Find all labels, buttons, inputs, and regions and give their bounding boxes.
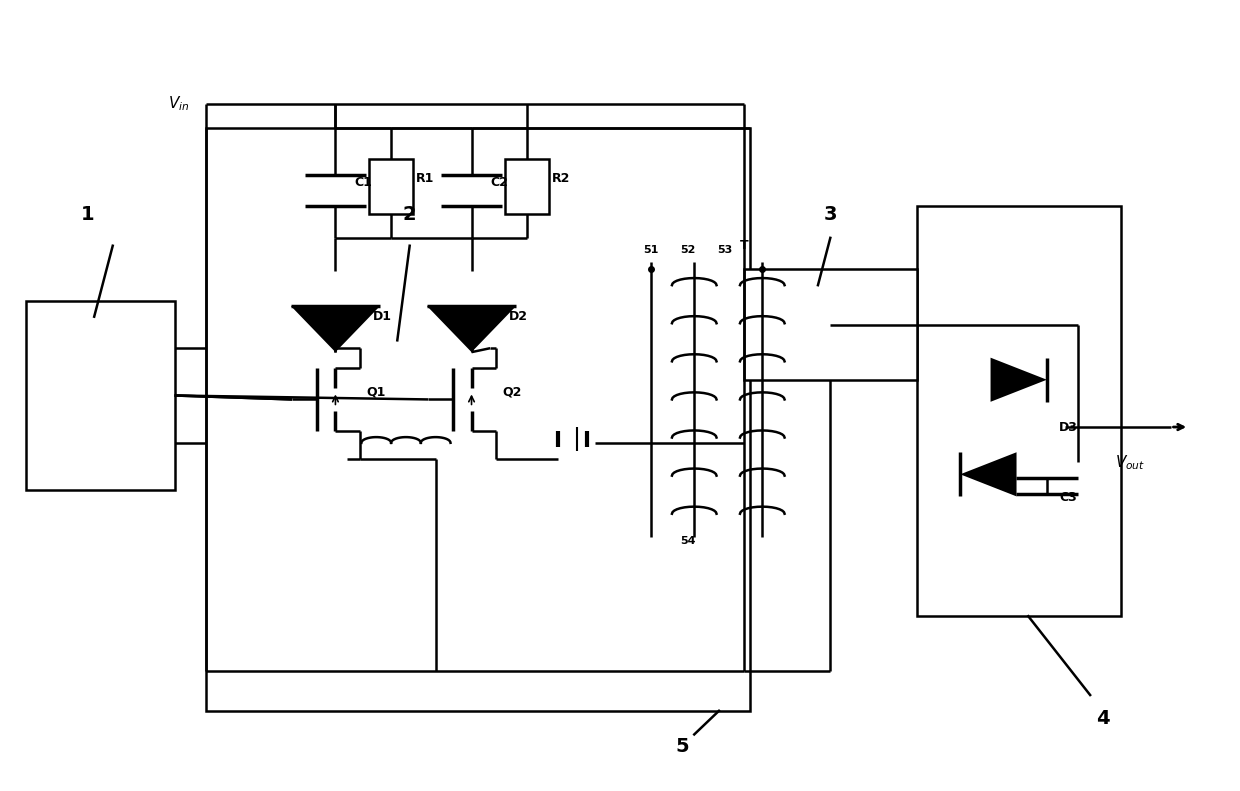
Polygon shape	[991, 358, 1047, 402]
Text: 1: 1	[81, 205, 94, 224]
Text: R1: R1	[415, 172, 434, 185]
Text: $V_{in}$: $V_{in}$	[169, 94, 190, 113]
Text: 3: 3	[823, 205, 837, 224]
Bar	[744, 270, 916, 380]
Text: C3: C3	[1059, 491, 1078, 505]
Text: 54: 54	[681, 536, 696, 547]
Text: R2: R2	[552, 172, 570, 185]
Text: D3: D3	[1059, 421, 1078, 433]
Text: 2: 2	[403, 205, 417, 224]
Text: C1: C1	[353, 176, 372, 189]
Text: Q1: Q1	[366, 385, 386, 398]
Text: C2: C2	[490, 176, 508, 189]
Bar	[26, 301, 175, 490]
Bar	[505, 159, 549, 214]
Text: 53: 53	[718, 244, 733, 255]
Polygon shape	[291, 306, 379, 352]
Text: T: T	[739, 239, 748, 252]
Bar	[368, 159, 413, 214]
Text: 4: 4	[1096, 710, 1110, 729]
Bar	[206, 127, 750, 711]
Text: Q2: Q2	[502, 385, 522, 398]
Text: D1: D1	[372, 310, 392, 324]
Text: 52: 52	[681, 244, 696, 255]
Polygon shape	[427, 306, 516, 352]
Bar	[916, 206, 1121, 616]
Text: 51: 51	[644, 244, 658, 255]
Polygon shape	[960, 452, 1017, 497]
Text: $V_{out}$: $V_{out}$	[1115, 453, 1145, 472]
Text: 5: 5	[675, 736, 688, 755]
Text: D2: D2	[508, 310, 528, 324]
